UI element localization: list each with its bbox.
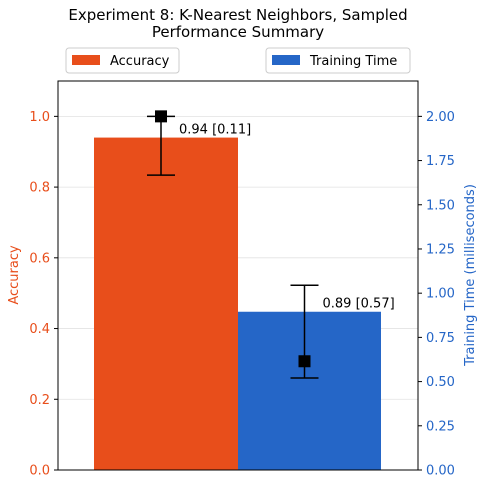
left-tick-label: 0.4 bbox=[29, 322, 50, 337]
right-tick-label: 0.00 bbox=[426, 464, 455, 479]
left-axis-label: Accuracy bbox=[7, 245, 22, 305]
right-tick-label: 0.50 bbox=[426, 375, 455, 390]
bar-accuracy bbox=[94, 137, 238, 470]
chart-title-line-2: Performance Summary bbox=[152, 23, 324, 41]
left-tick-label: 0.0 bbox=[29, 464, 50, 479]
mean-marker bbox=[298, 355, 311, 368]
right-tick-label: 1.75 bbox=[426, 154, 455, 169]
right-tick-label: 0.25 bbox=[426, 419, 455, 434]
plot-frame bbox=[57, 80, 419, 471]
chart-title-line-1: Experiment 8: K-Nearest Neighbors, Sampl… bbox=[68, 6, 407, 24]
right-tick-label: 2.00 bbox=[426, 110, 455, 125]
legend-training-time: Training Time bbox=[265, 47, 411, 74]
bar-value-label: 0.89 [0.57] bbox=[323, 297, 395, 312]
legend-label-accuracy: Accuracy bbox=[110, 54, 170, 69]
legend-accuracy: Accuracy bbox=[65, 47, 180, 74]
mean-marker bbox=[155, 110, 167, 123]
right-tick-label: 1.25 bbox=[426, 242, 455, 257]
left-tick-label: 0.6 bbox=[29, 251, 50, 266]
left-tick-label: 0.8 bbox=[29, 181, 50, 196]
legend-swatch-accuracy bbox=[72, 55, 100, 65]
bar-training-time bbox=[238, 311, 381, 470]
legend-label-training-time: Training Time bbox=[309, 54, 397, 69]
right-tick-label: 0.75 bbox=[426, 331, 455, 346]
left-tick-label: 0.2 bbox=[29, 393, 50, 408]
left-tick-label: 1.0 bbox=[29, 110, 50, 125]
right-tick-label: 1.00 bbox=[426, 287, 455, 302]
legend-swatch-training-time bbox=[272, 55, 300, 65]
right-axis-label: Training Time (milliseconds) bbox=[463, 184, 478, 367]
bar-value-label: 0.94 [0.11] bbox=[179, 123, 251, 138]
right-tick-label: 1.50 bbox=[426, 198, 455, 213]
